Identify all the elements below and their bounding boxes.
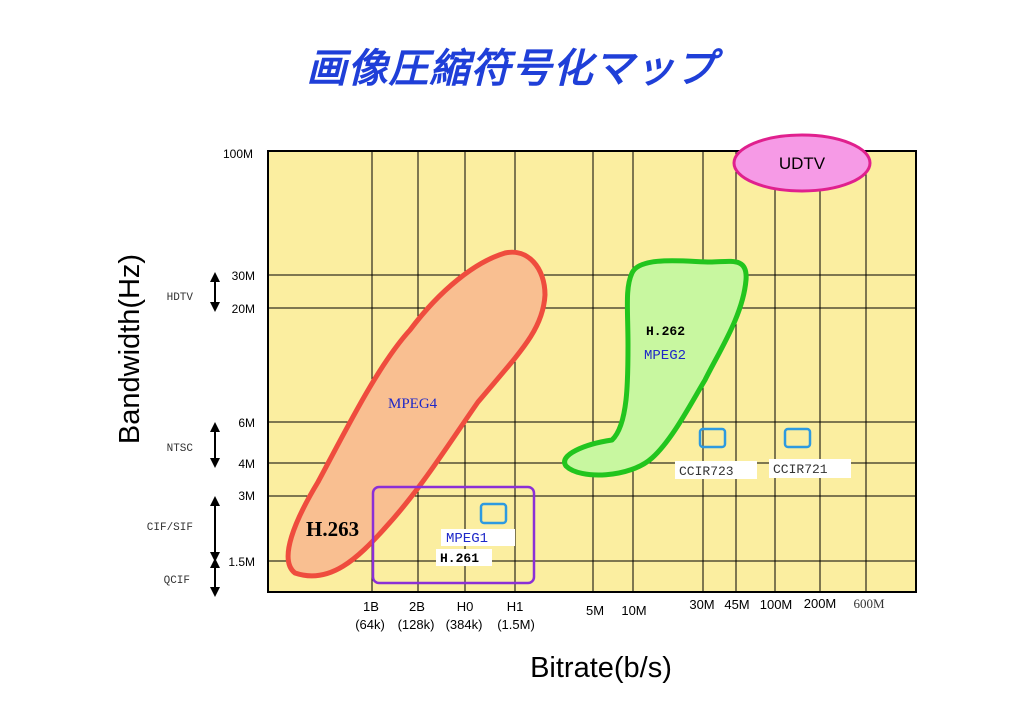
- mpeg1-region: [371, 485, 536, 585]
- y-tick-4m: 4M: [238, 457, 255, 471]
- x-tick-100m: 100M: [760, 597, 793, 612]
- ccir721-marker-icon: [783, 427, 812, 449]
- y-tick-20m: 20M: [232, 302, 255, 316]
- mpeg4-label: MPEG4: [388, 396, 438, 412]
- cif-range-arrow-icon: [210, 496, 220, 562]
- ccir723-marker-icon: [698, 427, 727, 449]
- qcif-range-arrow-icon: [210, 558, 220, 597]
- format-range-arrows: [210, 272, 220, 597]
- ccir721-label-bg: [769, 459, 851, 478]
- mpeg2-label: MPEG2: [644, 348, 686, 364]
- h262-label: H.262: [646, 324, 685, 339]
- hdtv-range-arrow-icon: [210, 272, 220, 312]
- udtv-region: [732, 133, 872, 193]
- x-tick-h1: H1: [507, 599, 524, 614]
- x-tick-1b: 1B: [363, 599, 379, 614]
- h261-label: H.261: [440, 551, 479, 566]
- x-tick-h0-sub: (384k): [446, 617, 483, 632]
- format-hdtv: HDTV: [167, 292, 194, 304]
- ccir723-label-bg: [675, 461, 757, 479]
- page-title: 画像圧縮符号化マップ: [306, 46, 717, 92]
- y-axis-label: Bandwidth(Hz): [114, 254, 146, 444]
- ntsc-range-arrow-icon: [210, 422, 220, 468]
- x-tick-200m: 200M: [804, 596, 837, 611]
- mpeg2-region: [562, 258, 749, 478]
- h261-label-bg: [436, 549, 492, 566]
- x-tick-2b-sub: (128k): [398, 617, 435, 632]
- x-tick-600m: 600M: [853, 596, 885, 611]
- y-tick-100m: 100M: [223, 147, 253, 161]
- mpeg1-marker-icon: [479, 502, 508, 525]
- vertical-gridlines: [371, 151, 867, 592]
- mpeg1-label-bg: [441, 529, 515, 546]
- x-axis-label: Bitrate(b/s): [530, 652, 672, 684]
- x-tick-1b-sub: (64k): [355, 617, 385, 632]
- x-tick-h1-sub: (1.5M): [497, 617, 535, 632]
- udtv-label: UDTV: [779, 154, 826, 173]
- mpeg4-region: [285, 249, 548, 579]
- x-tick-10m: 10M: [621, 603, 646, 618]
- x-tick-2b: 2B: [409, 599, 425, 614]
- h263-label: H.263: [306, 517, 359, 541]
- y-tick-labels: 100M 30M 20M 6M 4M 3M 1.5M: [223, 147, 255, 569]
- y-tick-1-5m: 1.5M: [228, 555, 255, 569]
- x-tick-h0: H0: [457, 599, 474, 614]
- ccir721-label: CCIR721: [773, 462, 828, 477]
- format-cif-sif: CIF/SIF: [147, 522, 193, 534]
- mpeg1-label: MPEG1: [446, 531, 488, 547]
- format-ntsc: NTSC: [167, 443, 194, 455]
- format-labels: HDTV NTSC CIF/SIF QCIF: [147, 292, 194, 587]
- ccir723-label: CCIR723: [679, 464, 734, 479]
- y-tick-3m: 3M: [238, 489, 255, 503]
- x-tick-30m: 30M: [689, 597, 714, 612]
- y-tick-30m: 30M: [232, 269, 255, 283]
- format-qcif: QCIF: [164, 575, 190, 587]
- x-tick-labels: 1B (64k) 2B (128k) H0 (384k) H1 (1.5M) 5…: [355, 596, 836, 632]
- y-tick-6m: 6M: [238, 416, 255, 430]
- x-tick-45m: 45M: [724, 597, 749, 612]
- x-tick-5m: 5M: [586, 603, 604, 618]
